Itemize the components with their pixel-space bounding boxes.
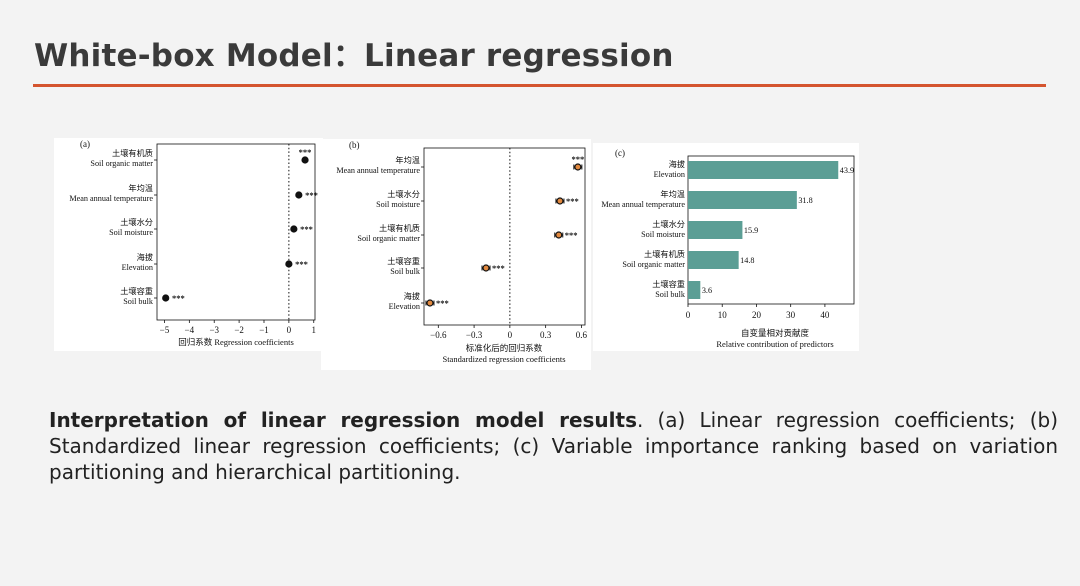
x-tick-label: 0 <box>287 325 292 335</box>
panel-label: (a) <box>80 139 90 149</box>
x-tick-label: 10 <box>718 310 728 320</box>
coefficient-point <box>482 264 490 272</box>
y-label-en: Soil moisture <box>109 228 153 237</box>
x-tick-label: −3 <box>209 325 219 335</box>
significance-label: *** <box>436 298 449 308</box>
chart-panel-b: (b) −0.6 −0.3 0 0.3 0.6 年均温 Mean annual tempera… <box>321 139 591 370</box>
x-axis-title: 回归系数 Regression coefficients <box>178 337 294 347</box>
y-label-en: Soil moisture <box>641 230 685 239</box>
y-label-en: Mean annual temperature <box>336 166 420 175</box>
plot-frame <box>423 147 586 326</box>
y-label-en: Soil bulk <box>655 290 686 299</box>
significance-label: *** <box>571 154 584 164</box>
y-label-cn: 土壤有机质 <box>379 223 420 233</box>
significance-label: *** <box>566 196 579 206</box>
x-tick-label: −5 <box>160 325 170 335</box>
caption-text: . (a) Linear regression coefficients; (b… <box>49 408 1058 484</box>
y-label-cn: 年均温 <box>395 155 420 165</box>
coefficient-point <box>556 197 564 205</box>
significance-label: *** <box>305 190 318 200</box>
significance-label: *** <box>492 263 505 273</box>
bar-value-label: 15.9 <box>744 226 758 235</box>
y-label-en: Mean annual temperature <box>601 200 685 209</box>
y-label-cn: 土壤容重 <box>652 279 685 289</box>
x-tick-label: −2 <box>234 325 244 335</box>
contribution-bar <box>688 251 739 269</box>
x-axis-title-cn: 标准化后的回归系数 <box>466 343 543 353</box>
coefficient-point <box>426 299 434 307</box>
significance-label: *** <box>295 259 308 269</box>
x-tick-label: 1 <box>312 325 317 335</box>
y-label-cn: 海拔 <box>137 252 153 262</box>
coefficient-point <box>290 225 298 233</box>
y-label-cn: 土壤水分 <box>387 189 420 199</box>
x-tick-label: 0 <box>508 330 513 340</box>
chart-panel-a: (a) −5 −4 −3 −2 −1 0 1 土壤有机质 Soil organic matter *… <box>54 138 323 351</box>
y-label-cn: 土壤容重 <box>120 286 153 296</box>
coefficient-point <box>295 191 303 199</box>
x-tick-label: 0.6 <box>576 330 588 340</box>
bar-value-label: 43.9 <box>840 166 854 175</box>
caption-bold: Interpretation of linear regression mode… <box>49 408 637 432</box>
figure-caption: Interpretation of linear regression mode… <box>49 407 1058 485</box>
y-label-cn: 土壤有机质 <box>644 249 685 259</box>
x-axis-title-en: Relative contribution of predictors <box>716 339 833 349</box>
contribution-bar <box>688 161 839 179</box>
title-divider <box>33 84 1046 87</box>
y-label-en: Soil bulk <box>123 297 154 306</box>
y-label-en: Mean annual temperature <box>69 194 153 203</box>
panel-label: (b) <box>349 140 360 150</box>
panel-label: (c) <box>615 148 625 158</box>
coefficient-point <box>162 294 170 302</box>
x-tick-label: 0.3 <box>540 330 552 340</box>
slide-title: White-box Model：Linear regression <box>34 38 674 74</box>
x-tick-label: 30 <box>786 310 796 320</box>
y-label-en: Soil organic matter <box>357 234 420 243</box>
contribution-bar <box>688 191 797 209</box>
chart-panel-c: (c) 海拔 Elevation 43.9 年均温 Mean annual tempera… <box>593 143 859 351</box>
x-axis-title-en: Standardized regression coefficients <box>442 354 565 364</box>
y-label-en: Elevation <box>389 302 420 311</box>
coefficient-point <box>285 260 293 268</box>
y-label-en: Soil organic matter <box>90 159 153 168</box>
x-tick-label: −4 <box>185 325 195 335</box>
x-tick-label: 40 <box>820 310 830 320</box>
x-axis-title-cn: 自变量相对贡献度 <box>741 328 810 338</box>
y-label-cn: 土壤有机质 <box>112 148 153 158</box>
coefficient-point <box>555 231 563 239</box>
x-tick-label: −0.6 <box>430 330 447 340</box>
y-label-cn: 土壤水分 <box>120 217 153 227</box>
y-label-cn: 年均温 <box>128 183 153 193</box>
coefficient-point <box>574 163 582 171</box>
bar-value-label: 14.8 <box>740 256 754 265</box>
y-label-cn: 土壤容重 <box>387 256 420 266</box>
bar-value-label: 3.6 <box>702 286 712 295</box>
significance-label: *** <box>299 147 312 157</box>
significance-label: *** <box>172 293 185 303</box>
x-tick-label: 20 <box>752 310 762 320</box>
x-tick-label: −0.3 <box>466 330 483 340</box>
y-label-en: Elevation <box>654 170 685 179</box>
y-label-en: Soil moisture <box>376 200 420 209</box>
x-tick-label: 0 <box>686 310 691 320</box>
y-label-cn: 海拔 <box>404 291 420 301</box>
y-label-cn: 海拔 <box>669 159 685 169</box>
y-label-cn: 土壤水分 <box>652 219 685 229</box>
significance-label: *** <box>565 230 578 240</box>
contribution-bar <box>688 221 743 239</box>
y-label-cn: 年均温 <box>660 189 685 199</box>
significance-label: *** <box>300 224 313 234</box>
y-label-en: Soil organic matter <box>622 260 685 269</box>
y-label-en: Elevation <box>122 263 153 272</box>
x-tick-label: −1 <box>259 325 269 335</box>
plot-frame <box>156 143 316 321</box>
coefficient-point <box>301 156 309 164</box>
y-label-en: Soil bulk <box>390 267 421 276</box>
contribution-bar <box>688 281 701 299</box>
bar-value-label: 31.8 <box>798 196 812 205</box>
